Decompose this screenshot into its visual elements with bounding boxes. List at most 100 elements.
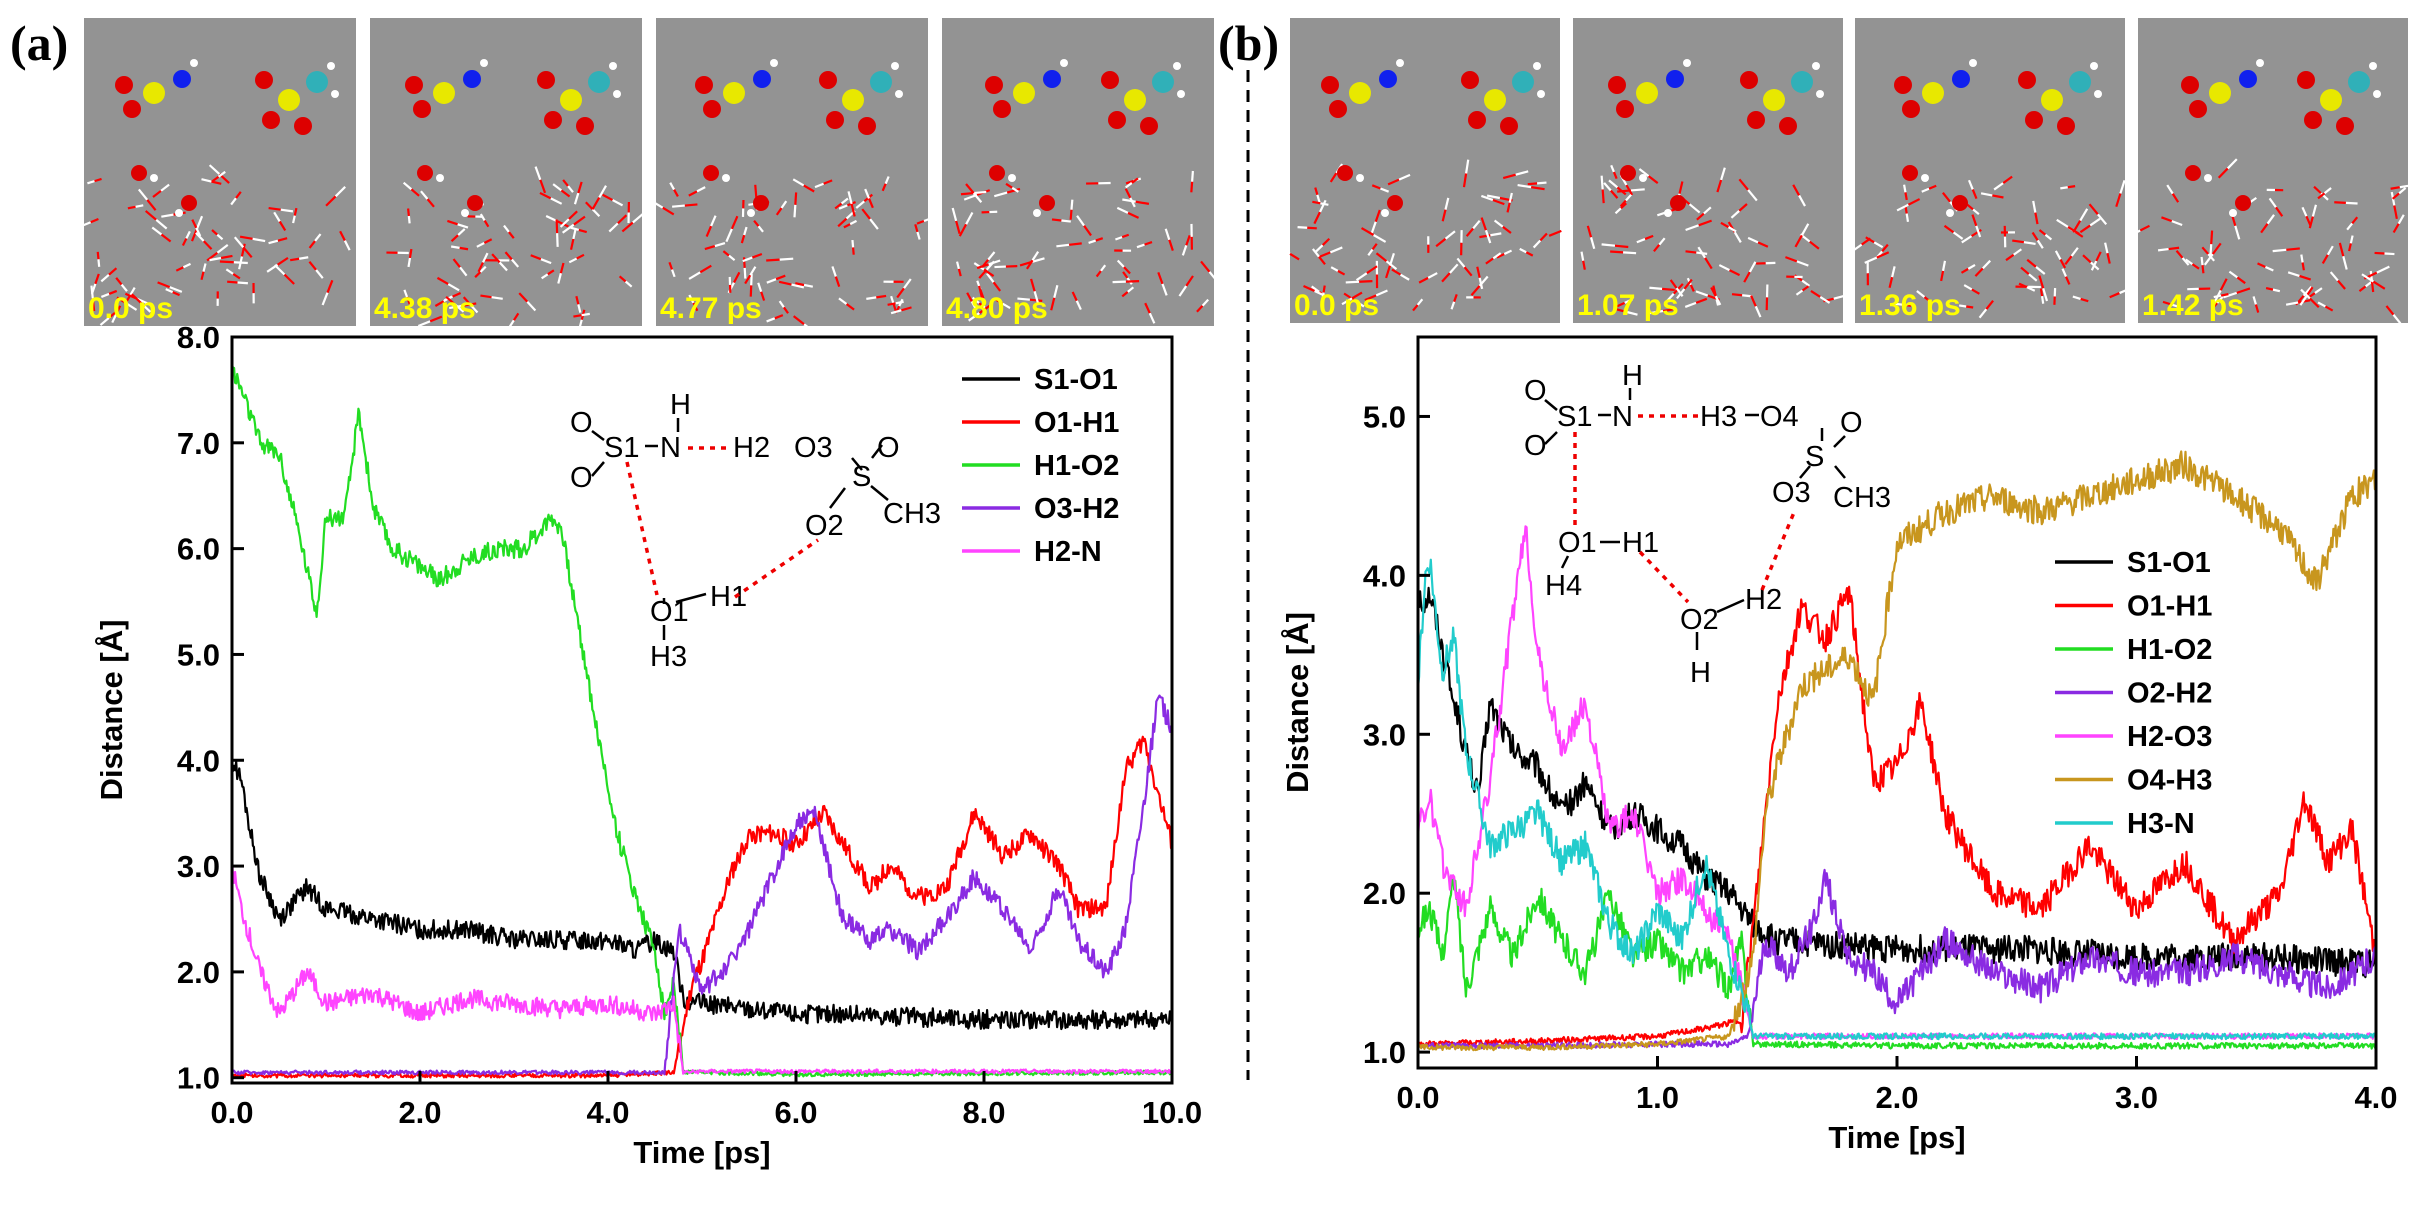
- y-tick-label: 3.0: [1363, 717, 1406, 752]
- water-bond: [992, 281, 1002, 292]
- water-bond: [1478, 275, 1489, 287]
- water-bond: [2005, 253, 2015, 262]
- water-bond: [1070, 199, 1074, 210]
- carbon-atom: [1512, 71, 1534, 93]
- water-bond: [2056, 218, 2069, 228]
- water-bond: [673, 189, 679, 197]
- water-bond: [2361, 273, 2374, 283]
- water-bond: [1644, 234, 1654, 241]
- water-bond: [1312, 200, 1321, 205]
- legend-entry: O4-H3: [2127, 765, 2212, 797]
- water-bond: [1463, 266, 1473, 277]
- water-bond: [169, 286, 183, 293]
- y-tick-label: 7.0: [177, 426, 220, 461]
- oxygen-atom: [2304, 111, 2322, 129]
- water-bond: [266, 263, 279, 273]
- scheme-a-label: O2: [805, 510, 844, 542]
- water-bond: [1873, 241, 1884, 249]
- water-bond: [1940, 270, 1945, 282]
- water-bond: [1754, 305, 1762, 318]
- water-bond: [1730, 210, 1740, 219]
- water-bond: [1480, 217, 1487, 231]
- water-bond: [2301, 206, 2308, 217]
- water-bond: [87, 180, 95, 185]
- water-bond: [688, 190, 698, 197]
- water-bond: [598, 185, 607, 199]
- water-bond: [1517, 184, 1532, 189]
- water-bond: [578, 319, 583, 331]
- water-bond: [1975, 225, 1982, 238]
- water-bond: [195, 232, 205, 242]
- water-bond: [1625, 184, 1634, 196]
- water-bond: [778, 280, 792, 286]
- water-bond: [1974, 267, 1984, 277]
- water-bond: [576, 253, 585, 260]
- scheme-b-label: N: [1612, 401, 1633, 433]
- water-bond: [914, 223, 919, 233]
- water-bond: [1071, 291, 1078, 302]
- water-bond: [512, 312, 520, 321]
- water-bond: [1864, 256, 1878, 264]
- water-bond: [1051, 218, 1062, 222]
- water-bond: [766, 278, 777, 284]
- water-bond: [1743, 271, 1751, 283]
- water-bond: [160, 233, 172, 243]
- hydrogen-atom: [1664, 209, 1672, 217]
- water-bond: [1980, 192, 1993, 197]
- water-bond: [1371, 184, 1381, 190]
- oxygen-atom: [2025, 111, 2043, 129]
- water-bond: [2119, 287, 2130, 295]
- water-bond: [402, 181, 413, 191]
- hydrogen-atom: [613, 90, 621, 98]
- water-bond: [457, 223, 469, 229]
- oxygen-atom: [989, 165, 1005, 181]
- water-bond: [1449, 263, 1459, 274]
- water-bond: [550, 197, 563, 205]
- water-bond: [2157, 247, 2169, 252]
- water-bond: [988, 259, 1001, 266]
- legend-entry: H3-N: [2127, 808, 2195, 840]
- water-bond: [2287, 271, 2300, 278]
- water-bond: [890, 295, 895, 304]
- water-bond: [1796, 260, 1809, 267]
- nitrogen-atom: [2239, 70, 2257, 88]
- water-bond: [1492, 252, 1502, 260]
- water-bond: [2130, 229, 2141, 237]
- water-bond: [2170, 303, 2180, 309]
- water-bond: [1750, 295, 1757, 307]
- water-bond: [2334, 201, 2346, 204]
- water-bond: [733, 271, 741, 284]
- water-bond: [2314, 287, 2323, 294]
- x-axis-label: Time [ps]: [633, 1135, 770, 1170]
- water-bond: [1603, 182, 1612, 192]
- water-bond: [575, 295, 580, 305]
- water-bond: [987, 251, 996, 261]
- water-bond: [1728, 269, 1741, 277]
- snapshot-time-label: 4.80 ps: [946, 292, 1048, 325]
- legend-entry: O3-H2: [1034, 493, 1119, 525]
- water-bond: [1810, 290, 1821, 298]
- water-bond: [876, 294, 887, 299]
- water-bond: [2345, 201, 2358, 205]
- water-bond: [958, 223, 968, 237]
- water-bond: [449, 304, 463, 310]
- water-bond: [2299, 295, 2308, 306]
- water-bond: [782, 306, 789, 314]
- snapshot-frame: [942, 18, 1214, 326]
- water-bond: [479, 213, 486, 221]
- oxygen-atom: [858, 117, 876, 135]
- water-bond: [191, 219, 198, 229]
- water-bond: [887, 302, 896, 306]
- water-bond: [539, 191, 552, 200]
- water-bond: [2040, 295, 2045, 304]
- water-bond: [447, 219, 459, 226]
- water-bond: [1982, 259, 1992, 270]
- water-bond: [1412, 304, 1419, 312]
- sulfur-atom: [1349, 82, 1371, 104]
- water-bond: [1485, 257, 1494, 265]
- water-bond: [2032, 200, 2037, 213]
- legend-entry: O1-H1: [2127, 591, 2212, 623]
- water-bond: [1313, 211, 1321, 225]
- water-bond: [129, 287, 136, 296]
- water-bond: [1747, 236, 1759, 244]
